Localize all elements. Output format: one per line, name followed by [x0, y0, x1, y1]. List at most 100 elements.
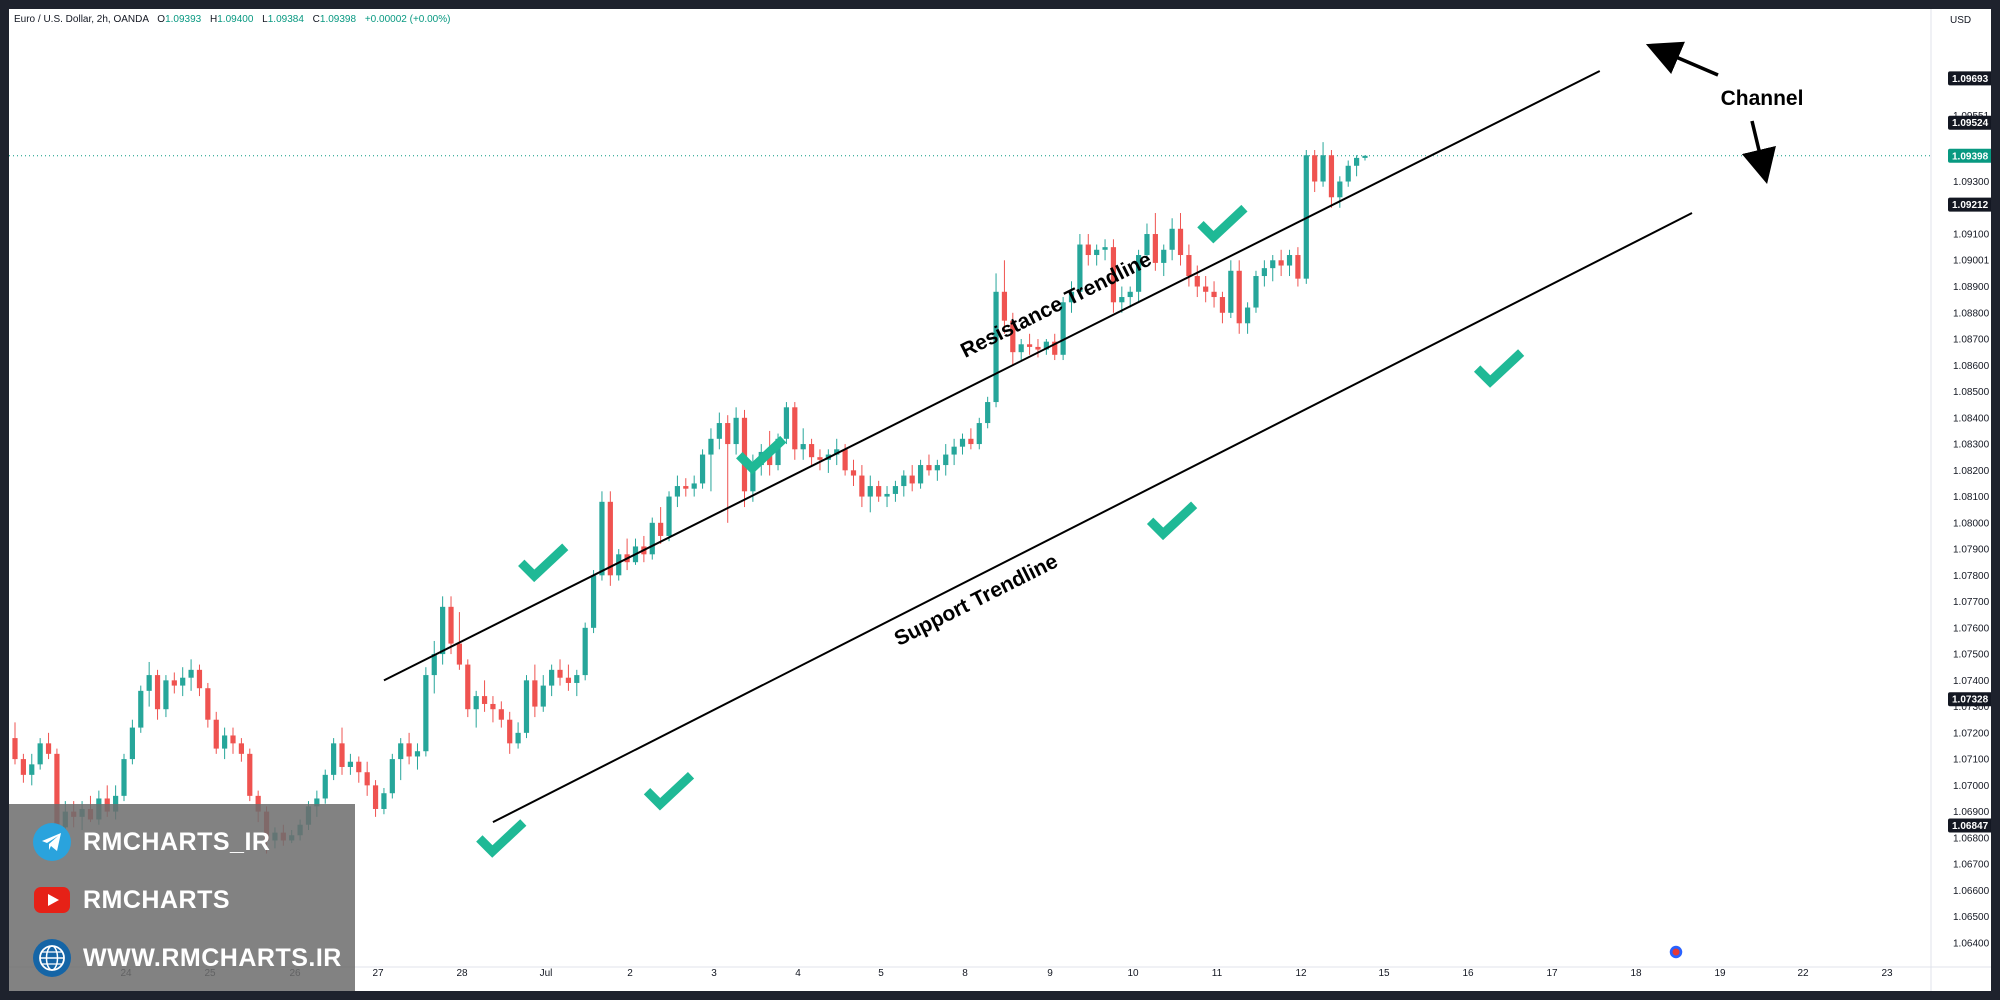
- time-tick-label: 19: [1714, 968, 1726, 979]
- candle-up: [733, 417, 739, 445]
- price-tick-label: 1.06600: [1953, 886, 1990, 897]
- candle-up: [222, 735, 228, 749]
- candle-up: [1286, 255, 1293, 266]
- candle-down: [792, 407, 798, 450]
- candle-down: [1236, 270, 1242, 324]
- candle-down: [205, 688, 211, 720]
- price-badge: [1948, 197, 1991, 212]
- check-icon: [643, 771, 695, 811]
- price-tick-label: 1.08500: [1953, 387, 1990, 398]
- price-badge: [1948, 692, 1991, 707]
- candle-down: [498, 709, 504, 720]
- youtube-handle: RMCHARTS: [83, 885, 231, 914]
- candle-up: [892, 486, 899, 494]
- low-label: L: [262, 14, 268, 25]
- youtube-row[interactable]: RMCHARTS: [33, 878, 230, 922]
- candle-up: [1345, 165, 1351, 182]
- candle-up: [943, 454, 949, 466]
- candle-down: [1194, 276, 1200, 287]
- candle-down: [213, 719, 219, 749]
- currency-label[interactable]: USD: [1950, 15, 1972, 26]
- branding-overlay: RMCHARTS_IR RMCHARTS WWW.RMCHARTS.IR: [9, 804, 355, 1000]
- candle-down: [171, 680, 177, 686]
- price-tick-label: 1.08300: [1953, 440, 1990, 451]
- price-tick-label: 1.07400: [1953, 676, 1990, 687]
- candle-down: [557, 669, 563, 678]
- candle-up: [523, 680, 530, 733]
- time-tick-label: 3: [711, 968, 717, 979]
- time-tick-label: 11: [1212, 968, 1223, 979]
- candle-up: [540, 685, 546, 707]
- candle-down: [406, 743, 412, 757]
- candle-up: [716, 423, 722, 439]
- price-tick-label: 1.08200: [1953, 466, 1990, 477]
- candle-up: [37, 743, 43, 765]
- candle-down: [196, 669, 203, 689]
- candle-down: [658, 522, 664, 536]
- ohlc-legend: Euro / U.S. Dollar, 2h, OANDA O1.09393 H…: [14, 14, 450, 25]
- price-badge-label: 1.06847: [1952, 821, 1989, 832]
- candle-up: [1161, 249, 1167, 263]
- price-badge: [1948, 818, 1991, 833]
- check-icon: [1473, 349, 1525, 388]
- candle-up: [1094, 249, 1100, 256]
- candle-down: [607, 501, 613, 576]
- close-value: 1.09398: [319, 14, 357, 25]
- time-tick-label: 17: [1546, 968, 1558, 979]
- candle-down: [1035, 346, 1041, 350]
- high-label: H: [210, 14, 218, 25]
- candle-up: [515, 732, 521, 744]
- candle-down: [926, 465, 932, 471]
- event-marker-dot: [1672, 948, 1680, 956]
- candle-down: [1001, 291, 1008, 321]
- candle-down: [507, 719, 513, 744]
- time-tick-label: Jul: [540, 968, 553, 979]
- price-tick-label: 1.06500: [1953, 912, 1990, 923]
- price-badge-label: 1.09524: [1952, 118, 1989, 129]
- price-tick-label: 1.06900: [1953, 807, 1990, 818]
- candle-down: [876, 486, 882, 497]
- youtube-icon: [33, 881, 71, 919]
- candle-up: [699, 454, 706, 484]
- price-badge-label: 1.07328: [1952, 695, 1989, 706]
- candle-up: [616, 554, 622, 576]
- check-icon: [1146, 501, 1198, 541]
- candle-up: [1253, 276, 1259, 308]
- open-label: O: [157, 14, 166, 25]
- telegram-row[interactable]: RMCHARTS_IR: [33, 820, 270, 864]
- candle-up: [708, 438, 714, 455]
- candle-up: [674, 486, 681, 497]
- time-tick-label: 2: [627, 968, 633, 979]
- time-tick-label: 18: [1630, 968, 1642, 979]
- candle-down: [532, 680, 538, 707]
- website-row[interactable]: WWW.RMCHARTS.IR: [33, 936, 342, 980]
- arrow-down-icon: [1741, 120, 1776, 185]
- price-tick-label: 1.08900: [1953, 282, 1990, 293]
- candle-up: [783, 407, 790, 439]
- candle-up: [1068, 291, 1075, 303]
- candle-up: [473, 696, 479, 710]
- candle-down: [817, 457, 823, 460]
- time-tick-label: 15: [1378, 968, 1390, 979]
- support-trendline[interactable]: [492, 212, 1693, 823]
- candle-up: [691, 483, 697, 489]
- candle-up: [590, 575, 597, 628]
- candle-up: [1018, 344, 1024, 353]
- candle-up: [138, 690, 144, 728]
- candle-down: [1328, 155, 1335, 198]
- symbol-title[interactable]: Euro / U.S. Dollar, 2h, OANDA: [14, 14, 149, 25]
- candle-down: [1211, 291, 1217, 298]
- candle-down: [1110, 247, 1117, 303]
- time-tick-label: 23: [1881, 968, 1893, 979]
- open-value: 1.09393: [165, 14, 202, 25]
- candle-down: [1295, 255, 1301, 279]
- candle-up: [1060, 302, 1066, 355]
- price-tick-label: 1.07000: [1953, 781, 1990, 792]
- check-icon: [518, 543, 569, 583]
- time-tick-label: 28: [456, 968, 468, 979]
- resistance-trendline[interactable]: [383, 70, 1601, 682]
- price-tick-label: 1.09100: [1953, 230, 1990, 241]
- candle-up: [331, 743, 337, 775]
- candle-up: [322, 774, 328, 799]
- candle-up: [959, 438, 966, 447]
